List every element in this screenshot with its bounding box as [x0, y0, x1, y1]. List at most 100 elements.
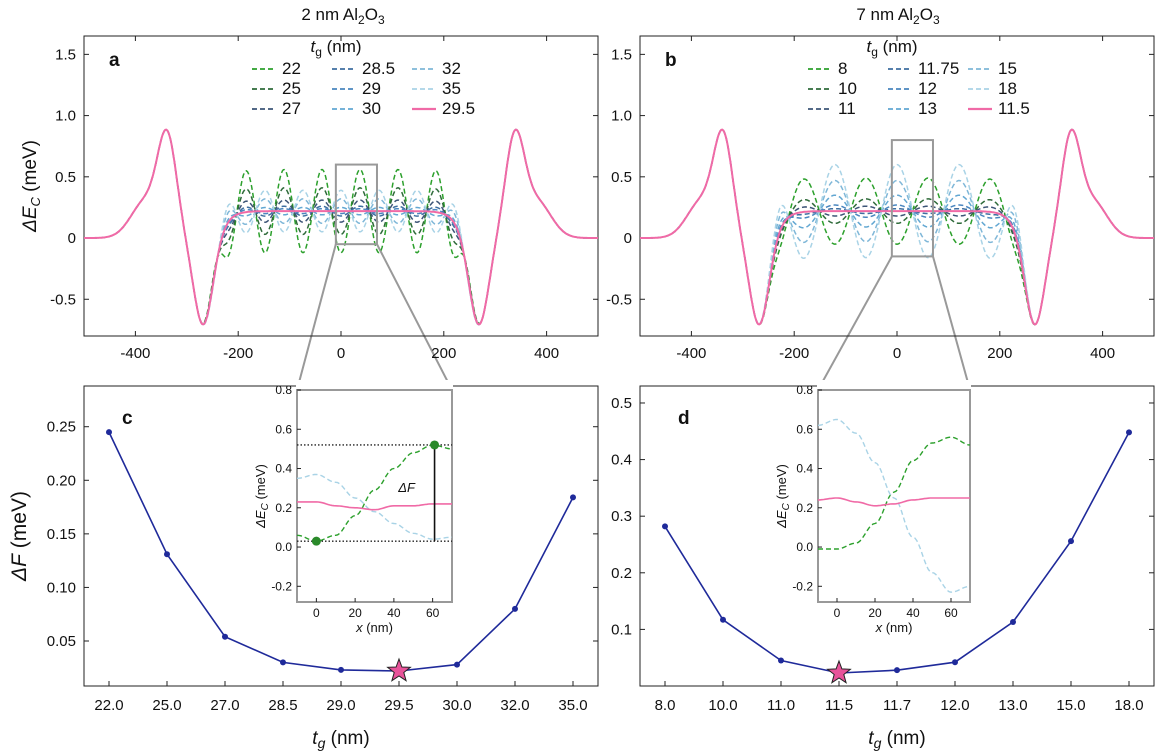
x-tick-label: 400 [1090, 345, 1115, 362]
legend-entry-12: 12 [918, 79, 937, 98]
data-point [720, 616, 726, 623]
data-point [1068, 538, 1074, 545]
panel-d: 8.0 10.0 11.0 11.5 11.7 12.0 13.0 15.0 18.0 0.1 0.… [611, 385, 1155, 751]
y-tick-label: 0.2 [611, 565, 632, 582]
data-point [1126, 429, 1132, 436]
x-tick-label: 400 [534, 345, 559, 362]
y-tick-label: 0.5 [55, 169, 76, 186]
data-point [280, 659, 286, 666]
x-tick-label: 28.5 [268, 697, 297, 714]
axes-frame [83, 35, 599, 337]
legend-entry-18: 18 [998, 79, 1017, 98]
inset-series-11.5 [818, 497, 970, 507]
legend-entry-32: 32 [442, 59, 461, 78]
y-axis-label: ΔF (meV) [8, 491, 31, 582]
x-tick-label: 0 [834, 606, 841, 620]
data-point [512, 605, 518, 612]
series-line-29 [84, 128, 598, 326]
data-point [894, 667, 900, 674]
series-line-13 [640, 128, 1154, 326]
legend-entry-29: 29 [362, 79, 381, 98]
data-point [570, 494, 576, 501]
zoom-box [890, 139, 934, 258]
inset-frame [296, 389, 453, 603]
x-tick-label: 0 [313, 606, 320, 620]
y-tick-label: 0.5 [611, 169, 632, 186]
data-point [338, 666, 344, 673]
x-tick-label: 25.0 [152, 697, 181, 714]
y-tick-label: 0.25 [47, 419, 76, 436]
x-tick-label: 22.0 [94, 697, 123, 714]
y-tick-label: 0.8 [275, 383, 292, 397]
data-point [952, 659, 958, 666]
panel-c: 22.0 25.0 27.0 28.5 29.0 29.5 30.0 32.0 35.0 0.05… [8, 385, 599, 751]
data-point [778, 657, 784, 664]
panel-label: c [122, 408, 133, 429]
legend-entry-13: 13 [918, 99, 937, 118]
x-tick-label: -400 [676, 345, 706, 362]
x-tick-label: 11.0 [767, 697, 795, 714]
legend-entry-27: 27 [282, 99, 301, 118]
star-marker [826, 659, 852, 684]
x-tick-label: 27.0 [210, 697, 239, 714]
delta-f-label: ΔF [397, 480, 416, 495]
axes-frame [639, 35, 1155, 337]
inset-c: 0 20 40 60 -0.2 0.0 0.2 0.4 0.6 0.8 ΔF x (nm) ΔEC (m… [253, 380, 453, 635]
panel-a: -400 -200 0 200 400 -0.5 0 0.5 1.0 1.5 a ΔEC (meV) t… [20, 35, 599, 362]
series-line-28.5 [84, 128, 598, 326]
figure-title-right: 7 nm Al2O3 [856, 5, 940, 27]
inset-bg [817, 380, 971, 602]
x-tick-label: 200 [987, 345, 1012, 362]
y-tick-label: 0.05 [47, 633, 76, 650]
panel-b: -400 -200 0 200 400 -0.5 0 0.5 1.0 1.5 b tg (nm) 810… [606, 35, 1155, 362]
x-tick-label: 8.0 [655, 697, 676, 714]
series-line-8 [640, 128, 1154, 326]
x-tick-label: 12.0 [940, 697, 969, 714]
y-tick-label: 0.0 [275, 540, 292, 554]
y-tick-label: -0.2 [271, 579, 292, 593]
inset-bg [296, 380, 453, 602]
y-tick-label: 1.0 [55, 108, 76, 125]
series-line-11.75 [640, 128, 1154, 326]
connector-left [817, 255, 893, 391]
x-tick-label: 35.0 [558, 697, 587, 714]
series-line-32 [84, 128, 598, 326]
panel-label: b [665, 50, 677, 71]
figure-title-left: 2 nm Al2O3 [301, 5, 385, 27]
y-tick-label: 0.2 [796, 501, 813, 515]
y-tick-label: 0.3 [611, 508, 632, 525]
y-tick-label: 0 [68, 230, 76, 247]
inset-series-22 [296, 444, 453, 542]
y-tick-label: 0.1 [611, 621, 632, 638]
y-tick-label: 0.4 [796, 462, 813, 476]
connector-left [296, 243, 337, 391]
x-tick-label: 10.0 [708, 697, 737, 714]
y-tick-label: 0.10 [47, 579, 76, 596]
inset-y-label: ΔEC (meV) [253, 464, 271, 529]
series-line-25 [84, 128, 598, 325]
series-line-27 [84, 128, 598, 326]
zoom-connectors [296, 243, 971, 391]
x-axis-label: tg (nm) [312, 728, 369, 751]
x-tick-label: 0 [893, 345, 901, 362]
inset-series-8 [818, 436, 971, 550]
y-tick-label: -0.2 [792, 579, 813, 593]
inset-y-label: ΔEC (meV) [774, 464, 792, 529]
inset-x-label: x (nm) [875, 620, 913, 635]
x-tick-label: -200 [223, 345, 253, 362]
series-line-22 [84, 128, 598, 325]
legend-entry-22: 22 [282, 59, 301, 78]
series-line-15 [640, 128, 1154, 326]
y-tick-label: 0.15 [47, 526, 76, 543]
x-tick-label: 40 [906, 606, 920, 620]
x-tick-label: 60 [426, 606, 440, 620]
y-tick-label: 0.6 [796, 422, 813, 436]
data-point [222, 633, 228, 640]
series-line-18 [640, 128, 1154, 325]
legend-entry-35: 35 [442, 79, 461, 98]
x-tick-label: -400 [120, 345, 150, 362]
legend-entry-11.75: 11.75 [918, 59, 959, 78]
data-point [662, 523, 668, 530]
inset-d: 0 20 40 60 -0.2 0.0 0.2 0.4 0.6 0.8 x (nm) ΔEC (meV… [774, 380, 971, 635]
